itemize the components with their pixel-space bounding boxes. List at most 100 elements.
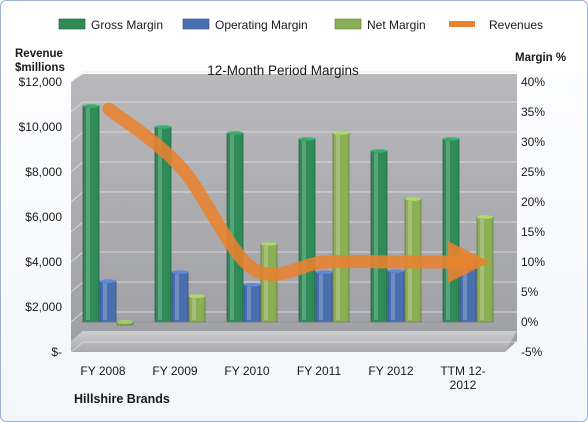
left-tick-label: $12,000 [19, 75, 63, 89]
bar-operating-margin [387, 270, 405, 323]
category-label: FY 2011 [297, 364, 342, 378]
right-tick-label: 40% [521, 75, 545, 89]
gridline-diagonal [70, 71, 84, 83]
bar-net-margin [260, 243, 278, 323]
bar-top [189, 294, 205, 299]
right-tick-label: 15% [521, 225, 545, 239]
bar-top [100, 279, 116, 284]
bar-gross-margin [226, 132, 244, 323]
legend-label-net-margin: Net Margin [367, 18, 426, 32]
bar-top [83, 104, 99, 108]
right-tick-label: 5% [521, 285, 539, 299]
bar-highlight [230, 135, 234, 320]
bar-operating-margin [459, 261, 477, 323]
left-axis-ticks: $- $2,000 $4,000 $6,000 $8,000 $10,000 $12,000 [19, 75, 63, 359]
bar-net-margin [476, 216, 494, 323]
bar-gross-margin [442, 138, 460, 323]
bar-highlight [86, 108, 90, 320]
bar-highlight [158, 129, 162, 320]
left-tick-label: $8,000 [25, 165, 62, 179]
legend-label-gross-margin: Gross Margin [91, 18, 163, 32]
gridline-diagonal [70, 221, 84, 233]
category-label: FY 2010 [224, 364, 269, 378]
left-tick-label: $- [51, 345, 62, 359]
category-labels: FY 2008 FY 2009 FY 2010 FY 2011 FY 2012 TTM 1… [80, 364, 485, 392]
legend: Gross Margin Operating Margin Net Margin… [58, 18, 543, 32]
revenues-line-group [102, 102, 490, 283]
right-tick-label: 0% [521, 315, 539, 329]
company-name: Hillshire Brands [74, 392, 170, 406]
category-label: FY 2012 [368, 364, 413, 378]
right-tick-label: 35% [521, 105, 545, 119]
gridline-diagonal [70, 281, 84, 293]
right-tick-label: 10% [521, 255, 545, 269]
legend-label-revenues: Revenues [489, 18, 543, 32]
bar-highlight [463, 264, 467, 320]
bars [81, 104, 495, 326]
legend-swatch-operating-margin [182, 18, 210, 30]
bar-top [261, 242, 277, 246]
right-axis-title: Margin % [515, 52, 566, 64]
category-label: TTM 12- [440, 364, 485, 378]
bar-top [227, 131, 243, 135]
bar-net-margin [332, 132, 350, 323]
bar-top [316, 270, 332, 275]
chart-title: 12-Month Period Margins [207, 63, 359, 78]
left-tick-label: $2,000 [25, 300, 62, 314]
bar-top [388, 269, 404, 273]
left-tick-label: $6,000 [25, 210, 62, 224]
bar-highlight [480, 219, 484, 320]
bar-gross-margin [82, 105, 100, 323]
right-tick-label: -5% [521, 345, 543, 359]
legend-swatch-net-margin [334, 18, 362, 30]
gridline-diagonal [70, 131, 84, 143]
gridline-diagonal [70, 311, 84, 323]
bar-top [299, 137, 315, 141]
bar-highlight [247, 286, 251, 320]
bar-gross-margin [298, 138, 316, 323]
bar-top [477, 215, 493, 219]
gridline-diagonal [70, 251, 84, 263]
right-axis-ticks: -5% 0% 5% 10% 15% 20% 25% 30% 35% 40% [521, 75, 545, 359]
category-label: 2012 [450, 378, 477, 392]
category-label: FY 2009 [152, 364, 197, 378]
bar-top [172, 270, 188, 275]
bar-top [155, 125, 171, 129]
left-axis-title-line2: $millions [15, 62, 65, 74]
legend-swatch-gross-margin [58, 18, 86, 30]
bar-highlight [336, 135, 340, 320]
bar-operating-margin [171, 271, 189, 323]
category-label: FY 2008 [80, 364, 125, 378]
bar-highlight [103, 283, 107, 320]
bar-top [244, 283, 260, 287]
right-tick-label: 25% [521, 165, 545, 179]
bar-highlight [374, 153, 378, 320]
bar-top [371, 149, 387, 153]
bar-top [333, 131, 349, 135]
left-tick-label: $10,000 [19, 120, 63, 134]
bar-highlight [319, 274, 323, 320]
bar-highlight [302, 141, 306, 320]
bar-operating-margin [99, 280, 117, 323]
bar-highlight [192, 298, 196, 320]
bar-highlight [391, 273, 395, 320]
bar-top [405, 197, 421, 201]
bar-operating-margin [243, 284, 261, 323]
legend-label-operating-margin: Operating Margin [215, 18, 308, 32]
bar-operating-margin [315, 271, 333, 323]
gridline-diagonal [70, 101, 84, 113]
right-tick-label: 30% [521, 135, 545, 149]
left-axis-title-line1: Revenue [15, 48, 63, 60]
left-tick-label: $4,000 [25, 255, 62, 269]
bar-highlight [446, 141, 450, 320]
plot-floor [71, 331, 517, 352]
gridline-diagonal [70, 191, 84, 203]
bar-highlight [264, 246, 268, 320]
bar-highlight [175, 274, 179, 320]
gridline-diagonal [70, 341, 84, 353]
bar-top [443, 137, 459, 141]
bar-gross-margin [370, 150, 388, 323]
bar-net-margin [188, 295, 206, 323]
